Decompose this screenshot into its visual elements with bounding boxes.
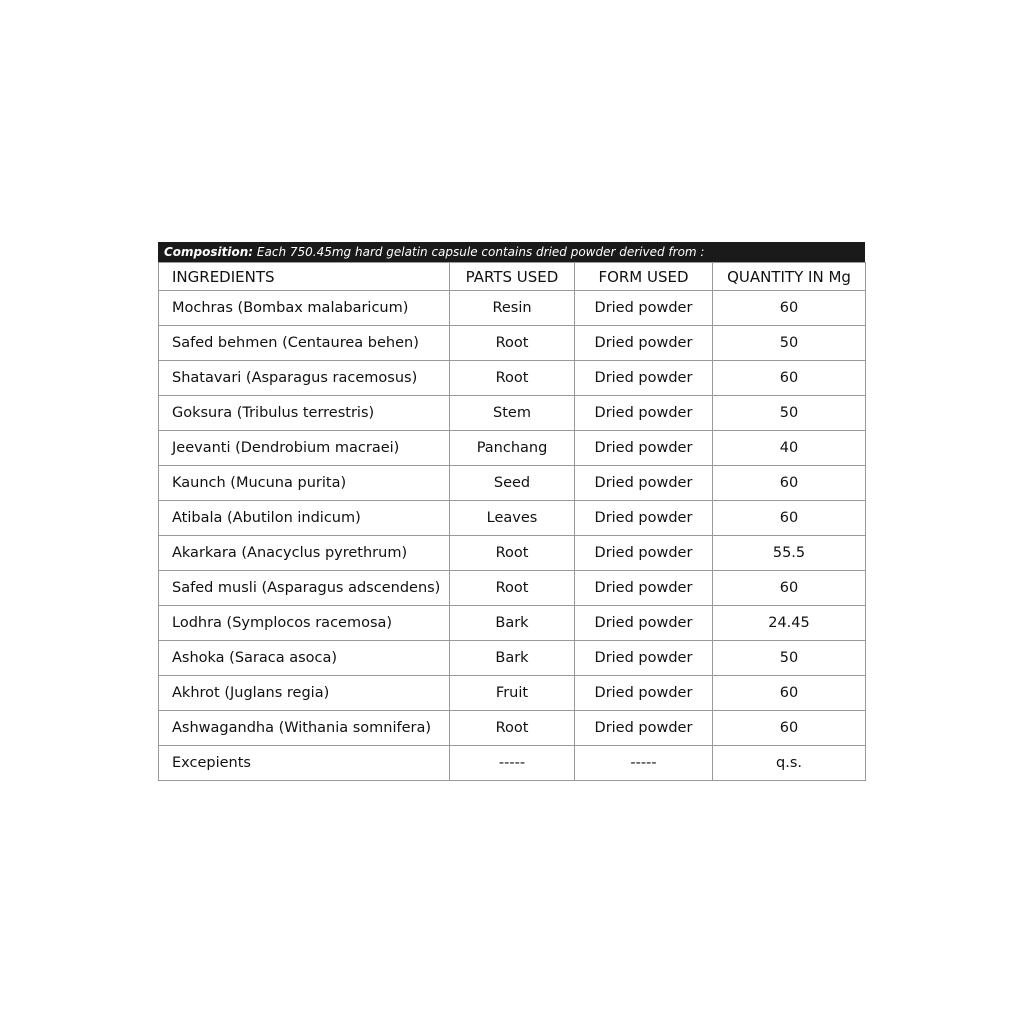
composition-table-container: Composition: Each 750.45mg hard gelatin …	[158, 242, 866, 781]
ingredient-cell: Ashwagandha (Withania somnifera)	[158, 710, 450, 746]
part-cell: Panchang	[449, 430, 575, 466]
form-cell: Dried powder	[574, 465, 713, 501]
table-row: Shatavari (Asparagus racemosus) Root Dried…	[158, 360, 866, 396]
quantity-cell: 40	[712, 430, 866, 466]
quantity-cell: 50	[712, 395, 866, 431]
table-row: Lodhra (Symplocos racemosa) Bark Dried pow…	[158, 605, 866, 641]
part-cell: Seed	[449, 465, 575, 501]
form-cell: Dried powder	[574, 605, 713, 641]
ingredient-cell: Safed behmen (Centaurea behen)	[158, 325, 450, 361]
part-cell: Resin	[449, 290, 575, 326]
form-cell: Dried powder	[574, 430, 713, 466]
ingredient-cell: Jeevanti (Dendrobium macraei)	[158, 430, 450, 466]
form-cell: Dried powder	[574, 640, 713, 676]
table-row: Excepients ----- ----- q.s.	[158, 745, 866, 781]
ingredient-cell: Ashoka (Saraca asoca)	[158, 640, 450, 676]
quantity-cell: 60	[712, 500, 866, 536]
form-cell: Dried powder	[574, 395, 713, 431]
form-cell: Dried powder	[574, 325, 713, 361]
ingredient-cell: Excepients	[158, 745, 450, 781]
table-row: Akhrot (Juglans regia) Fruit Dried powder 6…	[158, 675, 866, 711]
composition-header: Composition: Each 750.45mg hard gelatin …	[158, 242, 865, 262]
form-cell: Dried powder	[574, 360, 713, 396]
part-cell: -----	[449, 745, 575, 781]
ingredient-cell: Akhrot (Juglans regia)	[158, 675, 450, 711]
quantity-cell: q.s.	[712, 745, 866, 781]
ingredient-cell: Shatavari (Asparagus racemosus)	[158, 360, 450, 396]
part-cell: Stem	[449, 395, 575, 431]
table-row: Akarkara (Anacyclus pyrethrum) Root Dried …	[158, 535, 866, 571]
ingredient-cell: Mochras (Bombax malabaricum)	[158, 290, 450, 326]
quantity-cell: 60	[712, 290, 866, 326]
table-row: Ashwagandha (Withania somnifera) Root Drie…	[158, 710, 866, 746]
table-row: Jeevanti (Dendrobium macraei) Panchang Dri…	[158, 430, 866, 466]
form-cell: Dried powder	[574, 570, 713, 606]
part-cell: Leaves	[449, 500, 575, 536]
form-cell: Dried powder	[574, 290, 713, 326]
form-cell: Dried powder	[574, 710, 713, 746]
quantity-cell: 55.5	[712, 535, 866, 571]
ingredient-cell: Atibala (Abutilon indicum)	[158, 500, 450, 536]
part-cell: Root	[449, 710, 575, 746]
quantity-cell: 60	[712, 570, 866, 606]
table-row: Safed musli (Asparagus adscendens) Root Dr…	[158, 570, 866, 606]
header-row: INGREDIENTS PARTS USED FORM USED QUANTIT…	[158, 262, 866, 291]
part-cell: Root	[449, 325, 575, 361]
table-row: Goksura (Tribulus terrestris) Stem Dried p…	[158, 395, 866, 431]
quantity-cell: 60	[712, 465, 866, 501]
ingredient-cell: Goksura (Tribulus terrestris)	[158, 395, 450, 431]
form-cell: Dried powder	[574, 535, 713, 571]
quantity-cell: 60	[712, 360, 866, 396]
quantity-cell: 60	[712, 675, 866, 711]
part-cell: Bark	[449, 640, 575, 676]
part-cell: Root	[449, 360, 575, 396]
quantity-cell: 60	[712, 710, 866, 746]
part-cell: Bark	[449, 605, 575, 641]
form-cell: Dried powder	[574, 500, 713, 536]
form-cell: -----	[574, 745, 713, 781]
header-quantity: QUANTITY IN Mg	[712, 262, 866, 291]
table-row: Ashoka (Saraca asoca) Bark Dried powder 50	[158, 640, 866, 676]
ingredients-table: INGREDIENTS PARTS USED FORM USED QUANTIT…	[158, 262, 866, 781]
part-cell: Root	[449, 570, 575, 606]
composition-text: Each 750.45mg hard gelatin capsule conta…	[256, 245, 705, 259]
part-cell: Root	[449, 535, 575, 571]
table-row: Safed behmen (Centaurea behen) Root Dried …	[158, 325, 866, 361]
composition-label: Composition:	[164, 245, 254, 259]
table-row: Mochras (Bombax malabaricum) Resin Dried p…	[158, 290, 866, 326]
ingredient-cell: Safed musli (Asparagus adscendens)	[158, 570, 450, 606]
form-cell: Dried powder	[574, 675, 713, 711]
header-form-used: FORM USED	[574, 262, 713, 291]
table-row: Atibala (Abutilon indicum) Leaves Dried po…	[158, 500, 866, 536]
ingredient-cell: Kaunch (Mucuna purita)	[158, 465, 450, 501]
ingredient-cell: Akarkara (Anacyclus pyrethrum)	[158, 535, 450, 571]
quantity-cell: 24.45	[712, 605, 866, 641]
quantity-cell: 50	[712, 640, 866, 676]
part-cell: Fruit	[449, 675, 575, 711]
header-ingredients: INGREDIENTS	[158, 262, 450, 291]
quantity-cell: 50	[712, 325, 866, 361]
ingredient-cell: Lodhra (Symplocos racemosa)	[158, 605, 450, 641]
table-row: Kaunch (Mucuna purita) Seed Dried powder 60	[158, 465, 866, 501]
header-parts-used: PARTS USED	[449, 262, 575, 291]
